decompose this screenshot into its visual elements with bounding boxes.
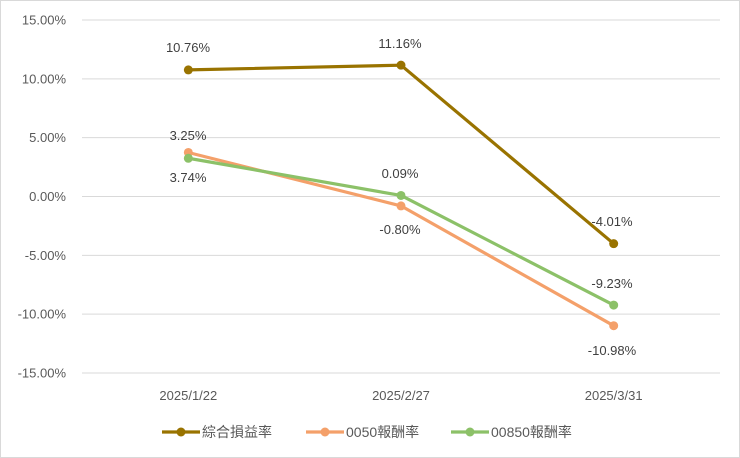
- series-lines: [183, 60, 619, 331]
- series-1: [183, 60, 619, 249]
- y-tick-label: 5.00%: [29, 130, 66, 145]
- y-tick-label: -5.00%: [25, 248, 67, 263]
- legend-label: 00850報酬率: [491, 424, 572, 440]
- x-tick-label: 2025/3/31: [585, 388, 643, 403]
- y-axis: 15.00% 10.00% 5.00% 0.00% -5.00% -10.00% -15.0…: [18, 13, 67, 381]
- legend-dot-icon: [465, 427, 475, 437]
- series-3: [183, 153, 619, 310]
- x-axis: 2025/1/22 2025/2/27 2025/3/31: [159, 388, 642, 403]
- legend-item-1[interactable]: 綜合損益率: [162, 424, 272, 440]
- data-point-marker[interactable]: [609, 321, 619, 331]
- y-tick-label: 0.00%: [29, 189, 66, 204]
- data-point-marker[interactable]: [396, 190, 406, 200]
- data-point-marker[interactable]: [396, 201, 406, 211]
- y-tick-label: -10.00%: [18, 307, 67, 322]
- y-tick-label: -15.00%: [18, 366, 67, 381]
- legend-dot-icon: [320, 427, 330, 437]
- data-label: 11.16%: [378, 36, 422, 51]
- data-labels: 10.76% 11.16% -4.01% 3.25% 3.74% 0.09% -0.80% -…: [166, 36, 637, 358]
- data-label: -9.23%: [591, 276, 633, 291]
- data-point-marker[interactable]: [609, 239, 619, 249]
- x-tick-label: 2025/2/27: [372, 388, 430, 403]
- y-tick-label: 15.00%: [22, 13, 67, 28]
- data-label: -10.98%: [588, 343, 637, 358]
- y-tick-label: 10.00%: [22, 71, 67, 86]
- legend: 綜合損益率 0050報酬率 00850報酬率: [162, 424, 572, 440]
- data-point-marker[interactable]: [396, 60, 406, 70]
- data-point-marker[interactable]: [183, 65, 193, 75]
- legend-item-2[interactable]: 0050報酬率: [306, 424, 419, 440]
- legend-item-3[interactable]: 00850報酬率: [451, 424, 572, 440]
- legend-label: 綜合損益率: [202, 424, 272, 440]
- gridlines: [82, 19, 720, 374]
- data-label: 10.76%: [166, 40, 211, 55]
- x-tick-label: 2025/1/22: [159, 388, 217, 403]
- data-label: -4.01%: [591, 214, 633, 229]
- data-point-marker[interactable]: [609, 300, 619, 310]
- legend-dot-icon: [176, 427, 186, 437]
- data-point-marker[interactable]: [183, 153, 193, 163]
- data-label: 3.74%: [170, 170, 207, 185]
- data-label: 0.09%: [382, 166, 419, 181]
- data-label: 3.25%: [170, 128, 207, 143]
- series-line: [188, 63, 615, 245]
- data-label: -0.80%: [379, 222, 421, 237]
- legend-label: 0050報酬率: [346, 424, 419, 440]
